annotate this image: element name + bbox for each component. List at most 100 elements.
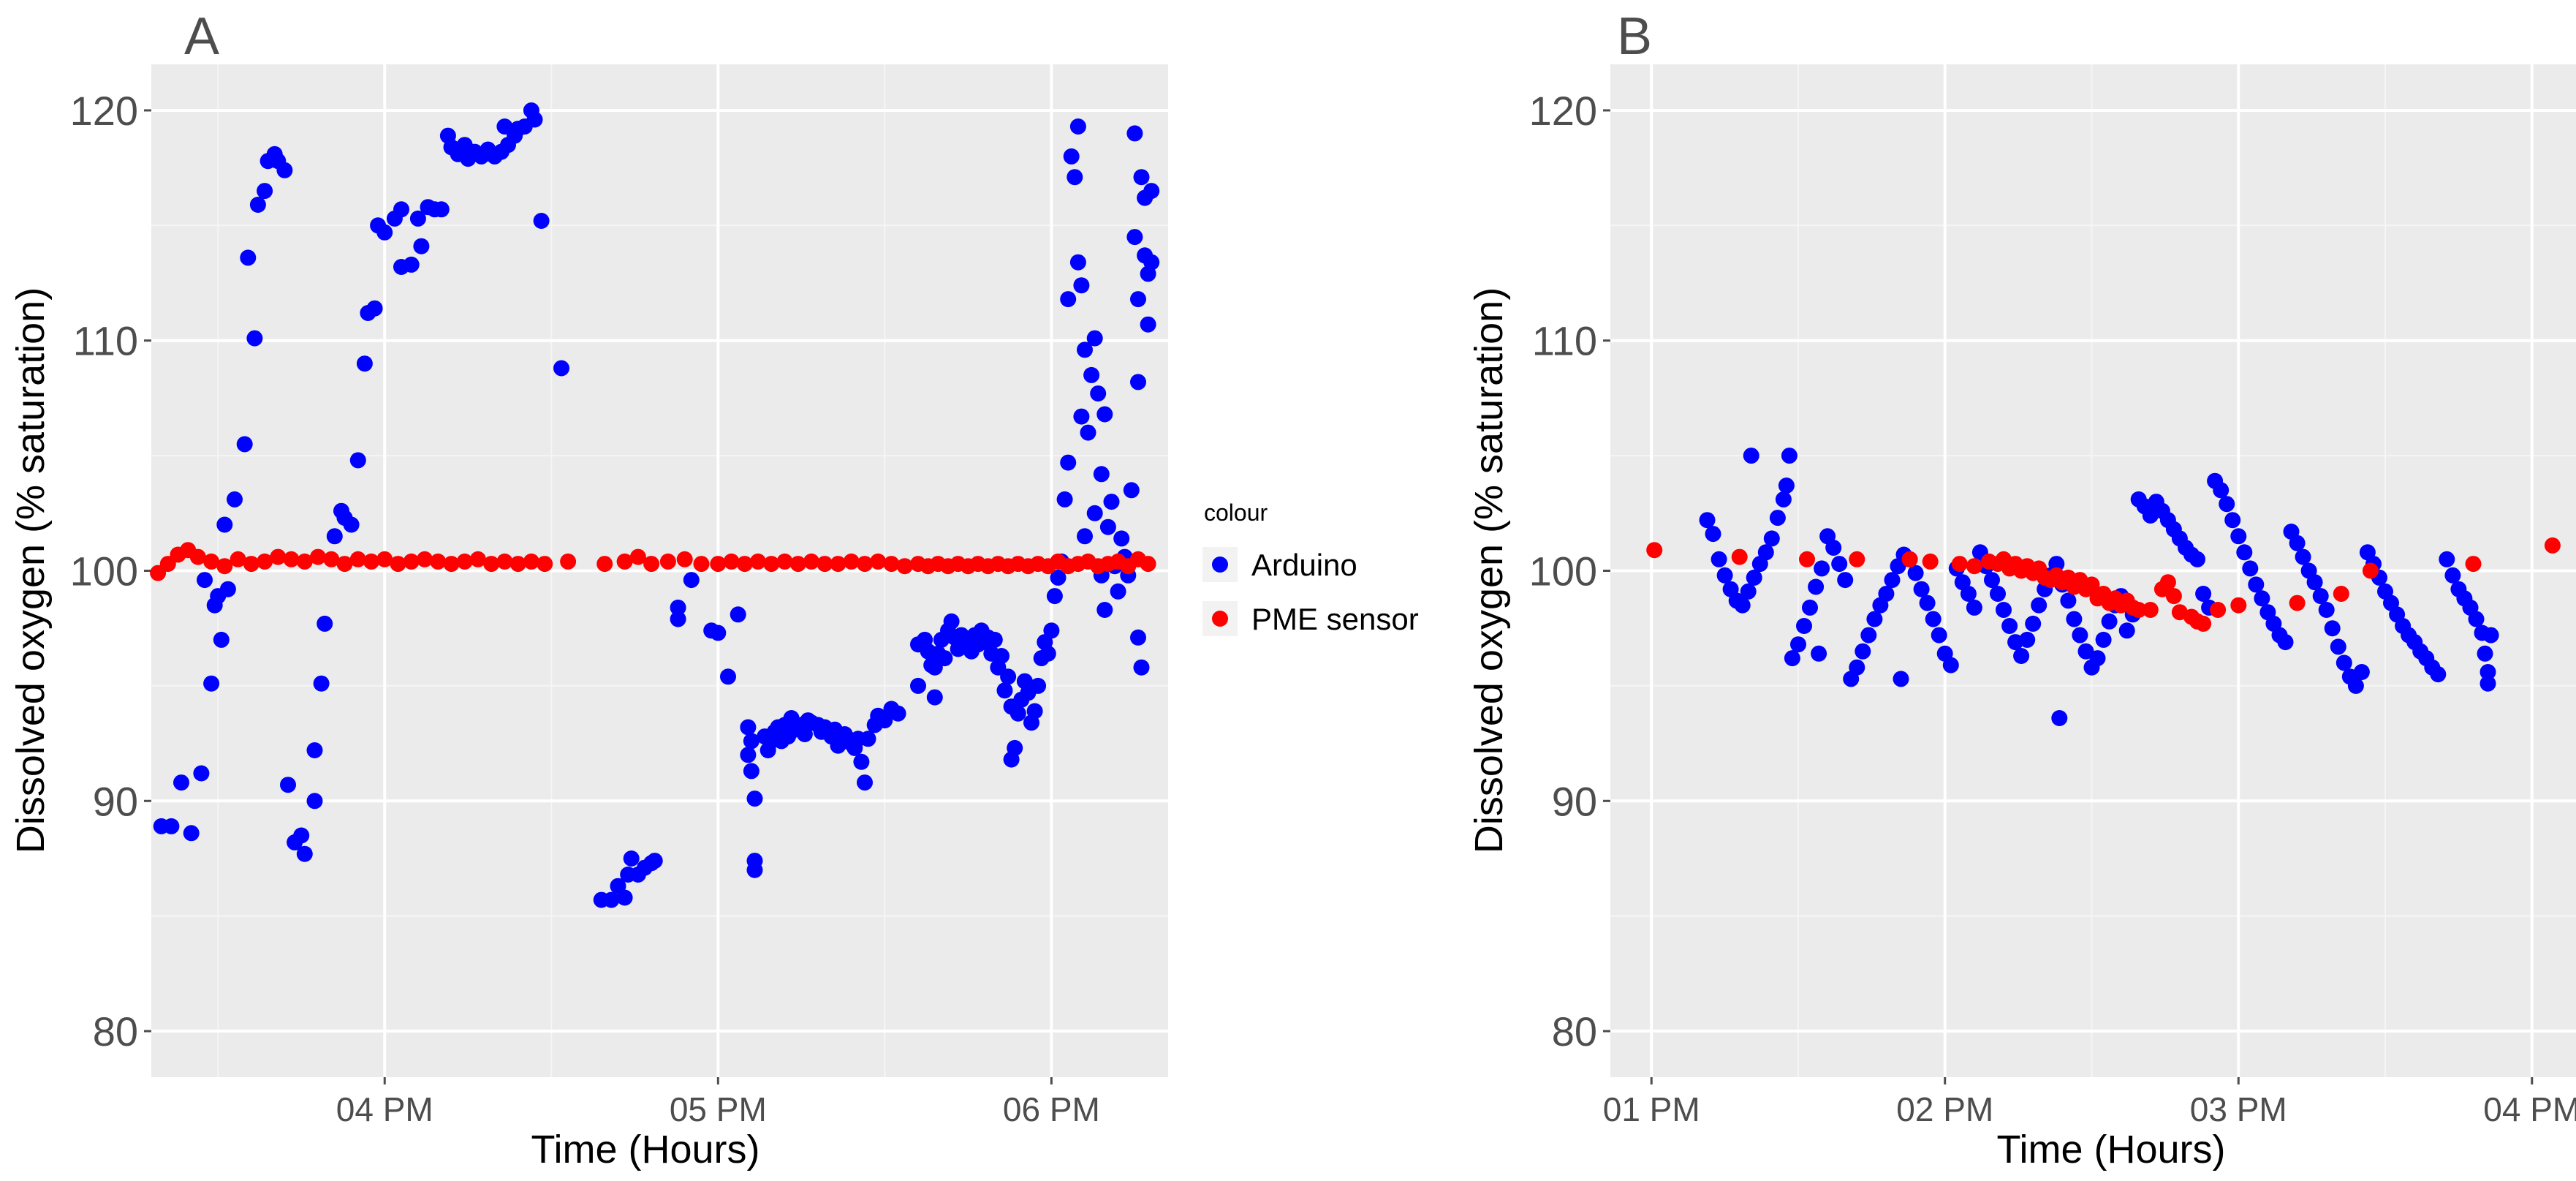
chart-b-point-arduino <box>2236 544 2253 561</box>
chart-b-point-arduino <box>2289 535 2306 551</box>
chart-a-point-arduino <box>526 111 543 128</box>
chart-a-point-arduino <box>720 668 736 685</box>
chart-a-point-arduino <box>1096 602 1113 618</box>
chart-b-point-arduino <box>2295 548 2311 565</box>
chart-a-y-axis-title: Dissolved oxygen (% saturation) <box>9 287 53 853</box>
chart-a-axis-ticks: 80 90 100 110 120 04 PM 05 PM 06 PM <box>70 88 1100 1128</box>
chart-a-point-arduino <box>163 818 180 834</box>
chart-a-point-arduino <box>246 330 263 347</box>
chart-a-point-arduino <box>1046 588 1063 605</box>
chart-b-x-axis-title: Time (Hours) <box>1996 1128 2225 1171</box>
chart-a-point-arduino <box>1030 677 1047 694</box>
chart-a-point-pme-sensor <box>857 556 873 573</box>
chart-a-point-pme-sensor <box>417 551 433 567</box>
chart-b-point-arduino <box>1855 643 1871 660</box>
chart-b-point-pme-sensor <box>2195 615 2212 632</box>
chart-a-point-arduino <box>926 689 943 706</box>
chart-a-point-arduino <box>533 213 550 229</box>
chart-a-point-pme-sensor <box>189 548 206 565</box>
chart-b-point-arduino <box>1907 565 1924 581</box>
chart-a-point-arduino <box>313 675 330 692</box>
chart-a-point-arduino <box>1140 316 1156 333</box>
chart-a-point-arduino <box>356 355 373 372</box>
chart-a-point-pme-sensor <box>659 553 676 570</box>
chart-a-point-pme-sensor <box>523 553 539 570</box>
chart-a-point-arduino <box>193 765 210 782</box>
chart-a-point-pme-sensor <box>763 556 780 573</box>
chart-a: 80 90 100 110 120 04 PM 05 PM 06 PM A Time (Hou… <box>9 7 1168 1171</box>
chart-a-point-pme-sensor <box>723 553 740 570</box>
chart-a-point-arduino <box>1143 254 1160 271</box>
chart-b-point-arduino <box>1705 526 1721 543</box>
chart-a-point-arduino <box>1133 169 1150 186</box>
chart-b-points <box>1646 448 2561 726</box>
chart-a-point-arduino <box>1000 668 1017 685</box>
chart-b-point-arduino <box>1757 544 1774 561</box>
chart-b-x-tick-label: 04 PM <box>2483 1090 2576 1128</box>
chart-a-point-arduino <box>1130 629 1146 646</box>
chart-b-x-tick-label: 01 PM <box>1603 1090 1700 1128</box>
chart-a-point-pme-sensor <box>643 556 660 573</box>
chart-b-point-arduino <box>1775 491 1792 508</box>
chart-b-point-arduino <box>1716 567 1733 584</box>
chart-a-y-tick-label: 100 <box>70 548 138 595</box>
chart-a-point-pme-sensor <box>496 553 513 570</box>
chart-b-point-arduino <box>2013 648 2030 664</box>
chart-a-point-arduino <box>1123 482 1140 499</box>
chart-a-point-pme-sensor <box>560 553 577 570</box>
chart-a-y-tick-label: 110 <box>73 318 138 364</box>
chart-a-point-arduino <box>740 747 757 763</box>
chart-a-point-arduino <box>1069 118 1086 135</box>
chart-b-point-arduino <box>2224 512 2241 529</box>
chart-b-point-arduino <box>1778 478 1795 494</box>
chart-a-point-arduino <box>1086 505 1103 521</box>
chart-a-point-pme-sensor <box>243 556 260 573</box>
chart-a-point-arduino <box>670 611 686 627</box>
chart-b-y-tick-label: 100 <box>1529 548 1597 595</box>
chart-b-point-arduino <box>2089 650 2106 667</box>
chart-b-point-arduino <box>2248 576 2265 593</box>
chart-a-point-arduino <box>1143 183 1160 200</box>
chart-a-point-arduino <box>1077 528 1093 545</box>
chart-b-point-pme-sensor <box>2544 537 2561 554</box>
chart-b-point-arduino <box>2444 567 2461 584</box>
chart-a-y-tick-label: 120 <box>70 88 138 134</box>
chart-b-point-arduino <box>2219 496 2235 513</box>
chart-a-point-arduino <box>213 631 230 648</box>
chart-b-point-pme-sensor <box>2159 574 2176 591</box>
chart-b-point-arduino <box>2213 482 2230 499</box>
chart-b-point-arduino <box>1746 569 1762 586</box>
chart-a-point-arduino <box>746 861 763 878</box>
chart-a-point-arduino <box>1077 342 1093 358</box>
chart-a-point-arduino <box>740 719 757 736</box>
chart-b-point-arduino <box>2353 664 2370 680</box>
chart-b-point-arduino <box>1711 551 1727 567</box>
chart-a-point-pme-sensor <box>537 556 553 573</box>
chart-b-y-tick-label: 120 <box>1529 88 1597 134</box>
chart-b-point-arduino <box>1796 618 1812 634</box>
chart-b-point-arduino <box>1990 586 2006 602</box>
chart-a-point-arduino <box>743 733 759 750</box>
chart-a-point-pme-sensor <box>270 548 287 565</box>
chart-a-point-arduino <box>553 360 569 377</box>
chart-b-axis-ticks: 80 90 100 110 120 01 PM 02 PM 03 PM 04 PM <box>1529 88 2576 1128</box>
chart-a-point-arduino <box>203 675 220 692</box>
chart-b-point-arduino <box>2254 590 2270 607</box>
chart-a-panel-label: A <box>184 7 219 66</box>
chart-a-point-pme-sensor <box>257 553 273 570</box>
chart-b-point-pme-sensor <box>1799 551 1815 567</box>
chart-a-x-tick-label: 04 PM <box>336 1090 433 1128</box>
chart-b-point-pme-sensor <box>2165 588 2182 605</box>
chart-b-point-arduino <box>2480 675 2496 692</box>
chart-a-point-pme-sensor <box>296 553 313 570</box>
chart-b-series-pme-sensor <box>1646 537 2561 632</box>
chart-a-point-pme-sensor <box>509 556 526 573</box>
chart-b-panel-label: B <box>1617 7 1652 66</box>
chart-a-point-arduino <box>1073 277 1090 294</box>
chart-b-point-arduino <box>2324 620 2341 637</box>
chart-a-point-pme-sensor <box>376 551 393 567</box>
chart-a-point-pme-sensor <box>676 551 693 567</box>
chart-b-point-arduino <box>1784 650 1800 667</box>
chart-b-point-arduino <box>2306 574 2323 591</box>
chart-b-point-arduino <box>1960 586 1977 602</box>
